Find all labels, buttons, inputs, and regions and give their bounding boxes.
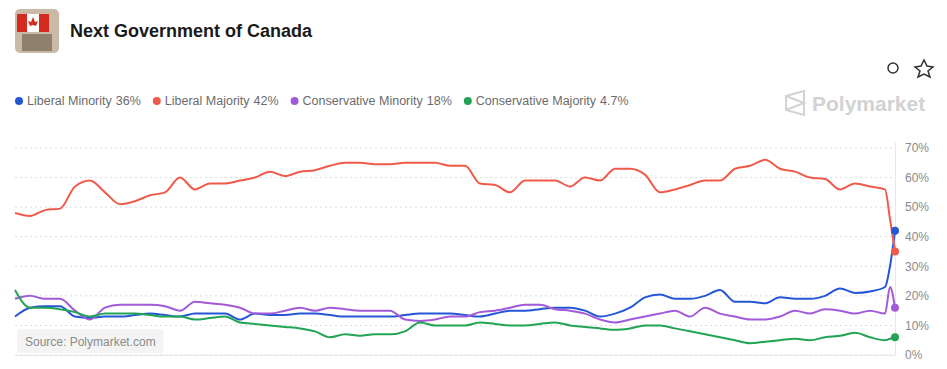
y-tick-label: 60% bbox=[905, 171, 929, 185]
y-tick-label: 30% bbox=[905, 260, 929, 274]
plot-area bbox=[15, 160, 899, 343]
y-tick: 40% bbox=[895, 230, 929, 244]
legend-label: Conservative Minority18% bbox=[303, 94, 452, 108]
building bbox=[22, 34, 52, 51]
y-tick-label: 70% bbox=[905, 141, 929, 155]
legend-item: Liberal Majority42% bbox=[153, 94, 279, 108]
flag-icon bbox=[15, 9, 59, 53]
series-line bbox=[15, 231, 895, 320]
legend-label: Liberal Minority36% bbox=[27, 94, 141, 108]
legend-name: Liberal Minority bbox=[27, 94, 113, 108]
grid-line bbox=[15, 355, 895, 356]
legend-item: Conservative Majority4.7% bbox=[464, 94, 629, 108]
legend-name: Conservative Minority bbox=[303, 94, 424, 108]
title: Next Government of Canada bbox=[70, 21, 313, 41]
source-text: Source: Polymarket.com bbox=[25, 335, 156, 349]
legend-swatch bbox=[291, 97, 299, 105]
watermark: Polymarket bbox=[786, 91, 925, 115]
source-bg bbox=[17, 329, 164, 353]
grid bbox=[15, 148, 895, 355]
header: Next Government of Canada bbox=[15, 9, 933, 77]
grid-line bbox=[15, 148, 895, 149]
flag-leaf bbox=[28, 17, 38, 26]
legend-value: 36% bbox=[116, 94, 141, 108]
x-axis-line bbox=[16, 355, 896, 356]
watermark-logo bbox=[786, 91, 804, 115]
y-tick: 60% bbox=[895, 171, 929, 185]
flag-band bbox=[17, 14, 27, 32]
legend-name: Conservative Majority bbox=[476, 94, 597, 108]
end-point bbox=[891, 248, 899, 256]
y-axis: 0% 10% 20% 30% 40% 50% 60% 70% bbox=[895, 141, 929, 362]
flag-band bbox=[39, 14, 49, 32]
watermark-text: Polymarket bbox=[812, 92, 925, 115]
grid-line bbox=[15, 295, 895, 296]
flag-center bbox=[27, 14, 39, 32]
legend-item: Liberal Minority36% bbox=[15, 94, 141, 108]
grid-line bbox=[15, 207, 895, 208]
legend-name: Liberal Majority bbox=[165, 94, 251, 108]
grid-line bbox=[15, 236, 895, 237]
grid-line bbox=[15, 266, 895, 267]
y-tick-label: 40% bbox=[905, 230, 929, 244]
series-line bbox=[15, 160, 895, 252]
x-axis bbox=[16, 355, 896, 356]
legend-swatch bbox=[15, 97, 23, 105]
grid-line bbox=[15, 177, 895, 178]
y-tick: 70% bbox=[895, 141, 929, 155]
series-line bbox=[15, 287, 895, 322]
source-box: Source: Polymarket.com bbox=[17, 329, 164, 353]
y-tick: 0% bbox=[895, 348, 923, 362]
y-tick: 30% bbox=[895, 260, 929, 274]
y-tick: 50% bbox=[895, 200, 929, 214]
y-tick-label: 0% bbox=[905, 348, 923, 362]
legend-label: Conservative Majority4.7% bbox=[476, 94, 629, 108]
legend-value: 4.7% bbox=[600, 94, 629, 108]
star-icon[interactable] bbox=[915, 60, 933, 77]
legend-label: Liberal Majority42% bbox=[165, 94, 279, 108]
end-point bbox=[891, 333, 899, 341]
legend: Liberal Minority36% Liberal Majority42% Co… bbox=[15, 94, 629, 108]
legend-item: Conservative Minority18% bbox=[291, 94, 452, 108]
y-tick: 10% bbox=[895, 319, 929, 333]
legend-swatch bbox=[153, 97, 161, 105]
y-tick-label: 10% bbox=[905, 319, 929, 333]
y-tick-label: 20% bbox=[905, 289, 929, 303]
legend-value: 42% bbox=[254, 94, 279, 108]
y-tick-label: 50% bbox=[905, 200, 929, 214]
icon-bg bbox=[15, 9, 59, 53]
end-point bbox=[891, 227, 899, 235]
legend-value: 18% bbox=[427, 94, 452, 108]
chart: Next Government of Canada 0% 10% 20% 30% 40% 5… bbox=[0, 0, 947, 369]
settings-icon[interactable] bbox=[888, 63, 898, 73]
legend-swatch bbox=[464, 97, 472, 105]
y-tick: 20% bbox=[895, 289, 929, 303]
end-point bbox=[891, 304, 899, 312]
